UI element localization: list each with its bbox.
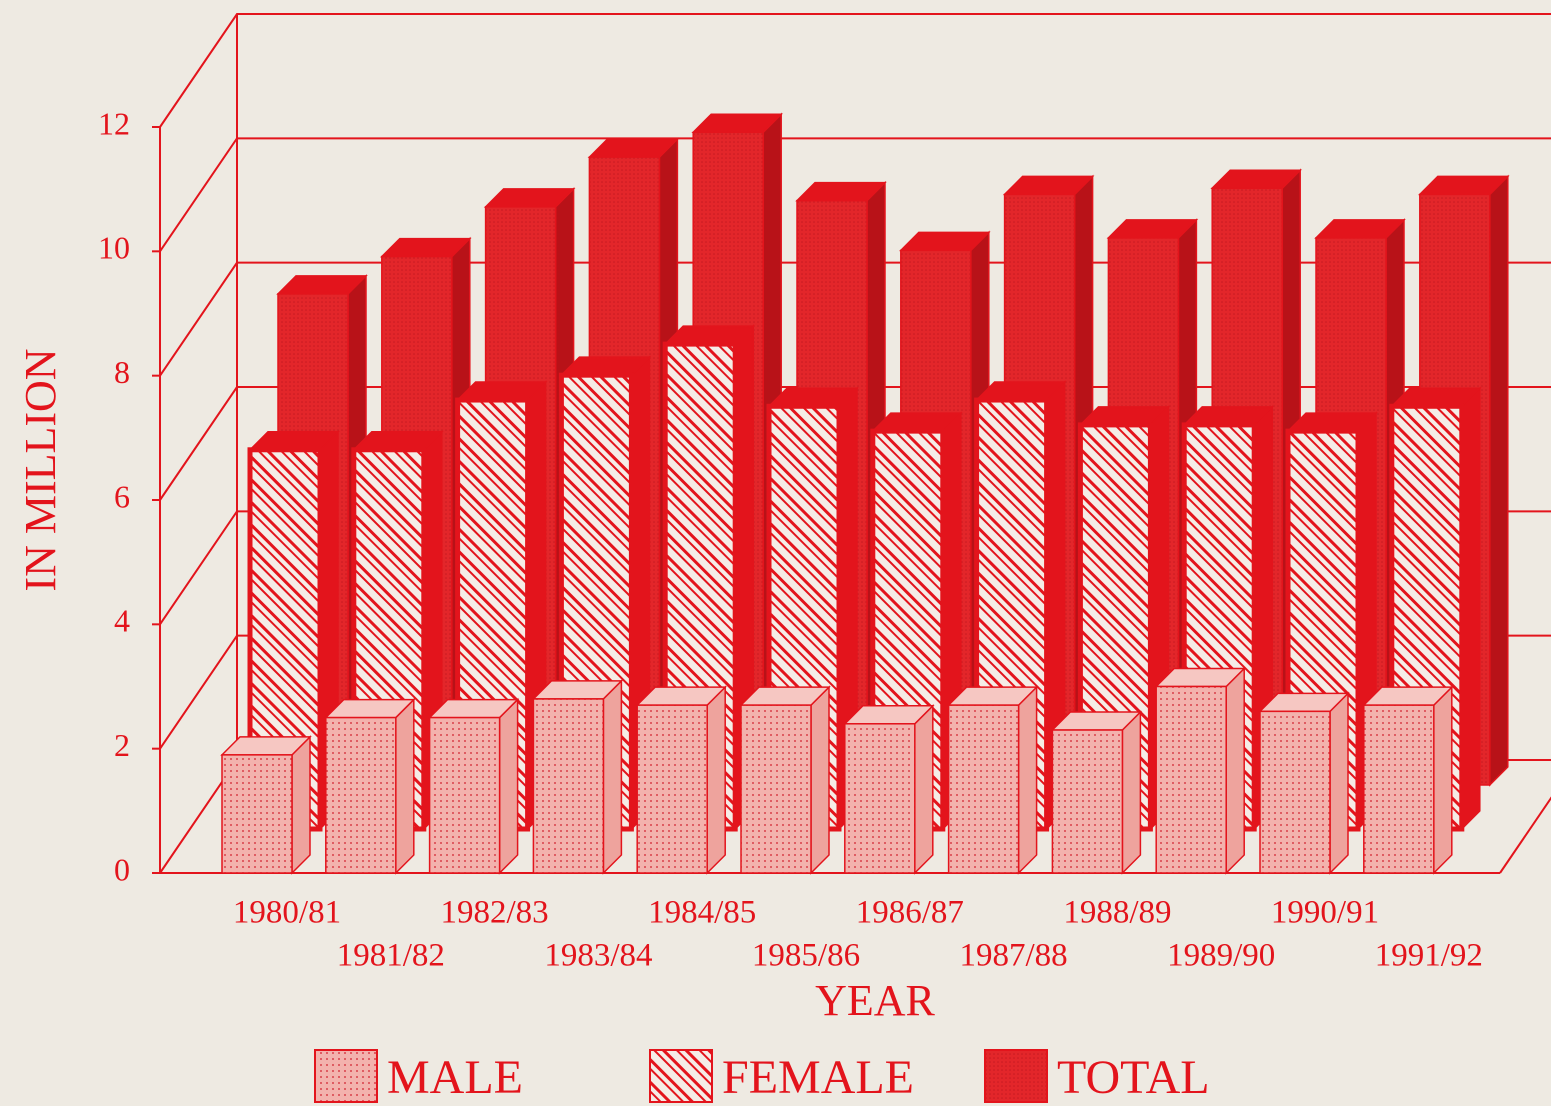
bar: [531, 679, 624, 875]
legend-label: FEMALE: [722, 1051, 914, 1104]
bar-front: [1051, 729, 1124, 874]
y-tick-label: 8: [114, 354, 130, 390]
bar: [220, 735, 312, 875]
y-tick-label: 10: [98, 230, 130, 266]
bar: [739, 685, 831, 875]
x-tick-label: 1980/81: [233, 895, 341, 931]
y-tick-label: 2: [114, 727, 130, 763]
legend-label: TOTAL: [1057, 1051, 1210, 1104]
bar-front: [221, 754, 293, 874]
y-tick-label: 6: [114, 478, 130, 514]
bar-front: [1155, 685, 1227, 874]
bar: [842, 703, 935, 875]
legend-swatch: [649, 1049, 713, 1103]
floor-right: [1499, 796, 1551, 874]
bar-side: [395, 697, 415, 875]
bar-side: [706, 685, 726, 875]
bar: [427, 697, 520, 875]
x-axis-title: YEAR: [815, 976, 935, 1025]
bar: [323, 697, 416, 875]
bar-front: [428, 716, 501, 874]
bar-front: [1259, 710, 1331, 874]
legend-label: MALE: [387, 1051, 523, 1104]
grid-line: [159, 13, 1551, 128]
bar-side: [914, 703, 934, 875]
y-tick-label: 0: [114, 851, 130, 887]
bar-front: [636, 704, 708, 874]
y-axis-title: IN MILLION: [16, 348, 65, 591]
bar: [1050, 710, 1143, 875]
bar-front: [947, 704, 1020, 874]
bar-side: [1433, 685, 1453, 875]
bar-side: [810, 685, 830, 875]
bar-side: [1017, 685, 1038, 875]
bar-side: [1461, 386, 1481, 831]
bar-front: [740, 704, 812, 874]
x-tick-label: 1983/84: [544, 938, 652, 974]
y-tick-label: 4: [114, 603, 130, 639]
bar: [635, 685, 728, 875]
x-tick-label: 1990/91: [1271, 895, 1379, 931]
bar: [1361, 685, 1454, 875]
legend-swatch: [314, 1049, 378, 1103]
bar: [1154, 666, 1247, 875]
x-tick-label: 1982/83: [441, 895, 549, 931]
bar-side: [1121, 710, 1142, 875]
bar: [946, 685, 1039, 875]
x-tick-label: 1986/87: [856, 895, 964, 931]
x-tick-label: 1985/86: [752, 938, 860, 974]
bar: [1258, 691, 1350, 875]
x-tick-label: 1988/89: [1063, 895, 1171, 931]
x-tick-label: 1981/82: [337, 938, 445, 974]
bar-side: [291, 735, 311, 875]
x-tick-label: 1984/85: [648, 895, 756, 931]
bar-front: [325, 716, 397, 874]
legend-swatch: [984, 1049, 1048, 1103]
y-tick-label: 12: [98, 105, 130, 141]
bar-front: [532, 698, 605, 874]
x-tick-label: 1987/88: [960, 938, 1068, 974]
bar-front: [844, 723, 916, 874]
x-tick-label: 1991/92: [1375, 938, 1483, 974]
bar-side: [1329, 691, 1349, 875]
x-tick-label: 1989/90: [1167, 938, 1275, 974]
bar-side: [1225, 666, 1245, 875]
bar-side: [1489, 174, 1509, 787]
bar-front: [1363, 704, 1435, 874]
bar-side: [498, 697, 519, 875]
bar-side: [602, 679, 623, 875]
grid-line: [159, 137, 1551, 252]
